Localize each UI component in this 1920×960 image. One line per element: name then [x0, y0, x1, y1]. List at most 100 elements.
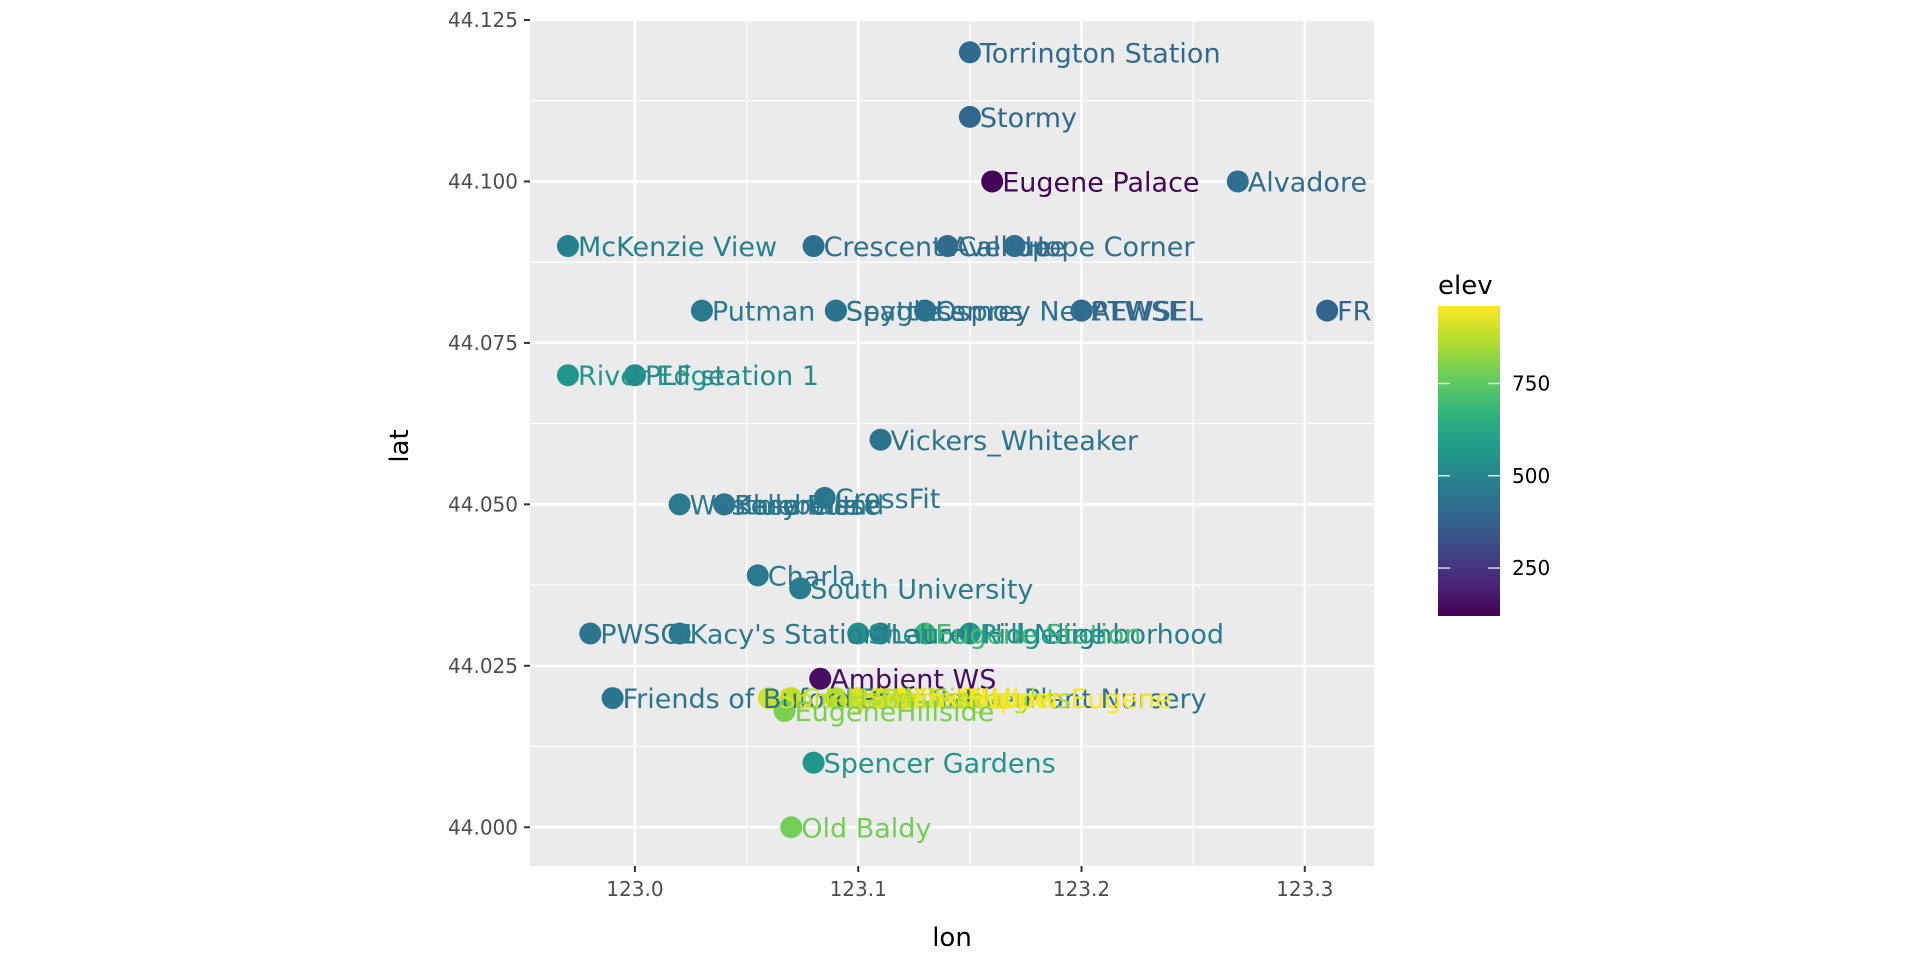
- data-point: [869, 622, 892, 645]
- point-label: Eugene Station: [935, 620, 1141, 651]
- y-axis: 44.000 44.025 44.050 44.075 44.100 44.125: [448, 8, 530, 839]
- data-point: [757, 687, 780, 710]
- data-point: [958, 687, 981, 710]
- point-label: Westmoreland: [690, 490, 885, 521]
- points-layer: [556, 41, 1339, 839]
- x-tick-label: 123.1: [830, 877, 887, 901]
- grid-minor: [530, 20, 1374, 866]
- point-label: FR: [1337, 297, 1371, 328]
- y-tick-label: 44.125: [448, 8, 518, 32]
- point-label: Laurel Hill Neighborhood: [891, 620, 1224, 651]
- data-point: [891, 687, 914, 710]
- x-tick-label: 123.0: [606, 877, 663, 901]
- data-point: [579, 622, 602, 645]
- point-label: Base West: [734, 490, 875, 521]
- point-label: Charla: [768, 561, 856, 592]
- data-point: [914, 622, 937, 645]
- point-label: Kacy's Station: [690, 620, 881, 651]
- point-label: Spyglass: [846, 297, 966, 328]
- point-label: Lemos: [935, 297, 1023, 328]
- plot-panel: [530, 20, 1374, 866]
- data-point: [824, 687, 847, 710]
- point-label: PLF station 1: [645, 361, 819, 392]
- legend-title: elev: [1438, 271, 1493, 301]
- point-label: PWSC1: [600, 620, 696, 651]
- point-label: Torrington Station: [979, 38, 1221, 69]
- y-tick-label: 44.050: [448, 492, 518, 516]
- point-label: Eugene Palace: [1002, 167, 1199, 198]
- data-point: [773, 700, 796, 723]
- data-point: [1003, 235, 1026, 258]
- point-label: River Edge: [578, 361, 724, 392]
- data-point: [869, 687, 892, 710]
- data-point: [936, 235, 959, 258]
- data-point: [668, 622, 691, 645]
- color-legend: elev 250 500 750: [1438, 271, 1550, 616]
- point-label: Kelly Butte: [734, 490, 880, 521]
- point-label: Shelton: [868, 620, 971, 651]
- point-label: South Hills: [868, 684, 1012, 715]
- data-point: [556, 235, 579, 258]
- y-tick-label: 44.025: [448, 654, 518, 678]
- point-label: Friends of Buford Park Native Plant Nurs…: [623, 684, 1207, 715]
- data-point: [847, 622, 870, 645]
- point-label: Calliope: [958, 232, 1066, 263]
- point-label: Hope Corner: [1025, 232, 1196, 263]
- data-point: [746, 564, 769, 587]
- x-axis: 123.0 123.1 123.2 123.3: [606, 866, 1333, 901]
- point-label: South University: [810, 574, 1033, 605]
- point-label: McKenzie View: [578, 232, 777, 263]
- point-label: Seattle: [846, 297, 942, 328]
- point-label: Ambient WS: [830, 665, 996, 696]
- y-tick-label: 44.075: [448, 331, 518, 355]
- data-point: [847, 687, 870, 710]
- legend-tick-label: 500: [1512, 464, 1550, 488]
- data-point: [623, 364, 646, 387]
- x-tick-label: 123.2: [1053, 877, 1110, 901]
- point-label: Alvadore: [1248, 167, 1367, 198]
- y-tick-label: 44.100: [448, 169, 518, 193]
- data-point: [601, 687, 624, 710]
- y-axis-title: lat: [385, 429, 415, 462]
- point-label: CrossFit: [835, 484, 941, 515]
- data-point: [1316, 299, 1339, 322]
- point-label: Spring Boulevard: [779, 684, 1011, 715]
- data-point: [869, 428, 892, 451]
- legend-tick-label: 750: [1512, 372, 1550, 396]
- data-point: [556, 364, 579, 387]
- data-point: [809, 667, 832, 690]
- point-label: Stormy: [980, 103, 1077, 134]
- point-label: EugeneHillside: [795, 697, 995, 728]
- point-labels-layer: Torrington Station Stormy Eugene Palace Alv…: [578, 38, 1371, 844]
- data-point: [958, 41, 981, 64]
- legend-tick-label: 250: [1512, 556, 1550, 580]
- point-label: Ridgeline: [980, 620, 1106, 651]
- point-label: Crest Drive: [801, 684, 952, 715]
- point-label: Old Baldy: [801, 813, 931, 844]
- point-label: Upper Eugene: [980, 684, 1172, 715]
- data-point: [813, 486, 836, 509]
- legend-ticks: 250 500 750: [1438, 372, 1550, 580]
- point-label: PTWSE: [1092, 297, 1186, 328]
- data-point: [668, 493, 691, 516]
- point-label: Mt Pisgah: [891, 684, 1022, 715]
- x-axis-title: lon: [932, 923, 972, 953]
- data-point: [958, 622, 981, 645]
- point-label: Hawkins Heights: [846, 684, 1071, 715]
- data-point: [802, 235, 825, 258]
- data-point: [914, 299, 937, 322]
- data-point: [1226, 170, 1249, 193]
- point-label: Osprey Nest: [935, 297, 1101, 328]
- data-point: [1070, 299, 1093, 322]
- colorbar: [1438, 306, 1500, 616]
- data-point: [713, 493, 736, 516]
- data-point: [981, 170, 1004, 193]
- point-label: Putman: [712, 297, 815, 328]
- point-label: Fox Hollow: [913, 684, 1058, 715]
- data-point: [958, 105, 981, 128]
- data-point: [789, 577, 812, 600]
- data-point: [824, 299, 847, 322]
- point-label: Vickers_Whiteaker: [891, 426, 1140, 457]
- point-label: Spencer Gardens: [824, 749, 1056, 780]
